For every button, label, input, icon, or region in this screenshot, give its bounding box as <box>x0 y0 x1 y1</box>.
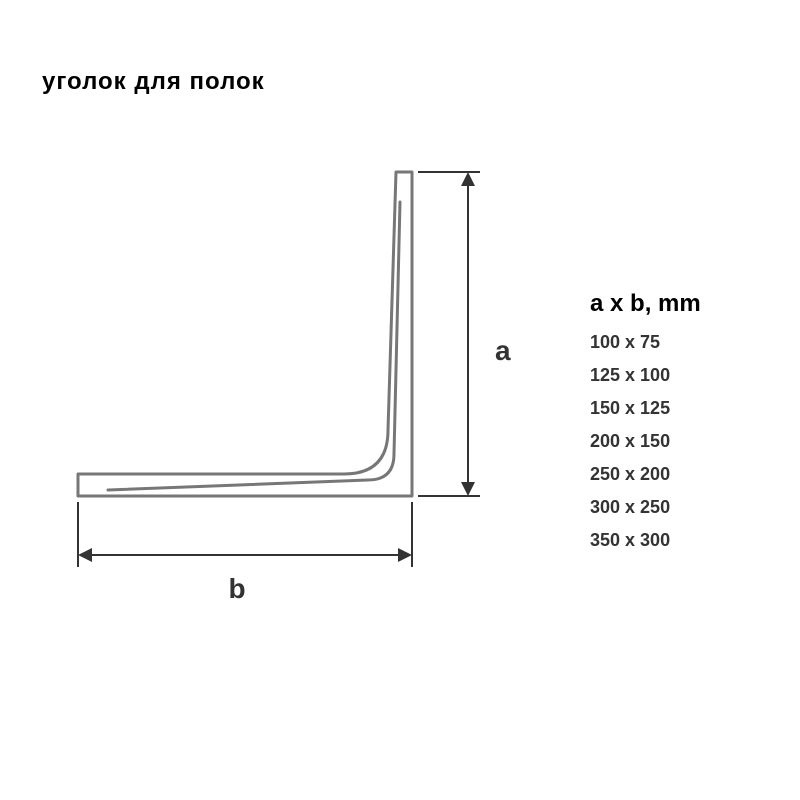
dimension-arrow <box>461 482 475 496</box>
bracket-diagram: ab <box>0 0 800 800</box>
dimension-arrow <box>398 548 412 562</box>
dimension-label-a: a <box>495 335 511 366</box>
bracket-outline <box>78 172 412 496</box>
bracket-rib <box>108 202 400 490</box>
dimension-arrow <box>461 172 475 186</box>
dimension-label-b: b <box>228 573 245 604</box>
dimension-arrow <box>78 548 92 562</box>
